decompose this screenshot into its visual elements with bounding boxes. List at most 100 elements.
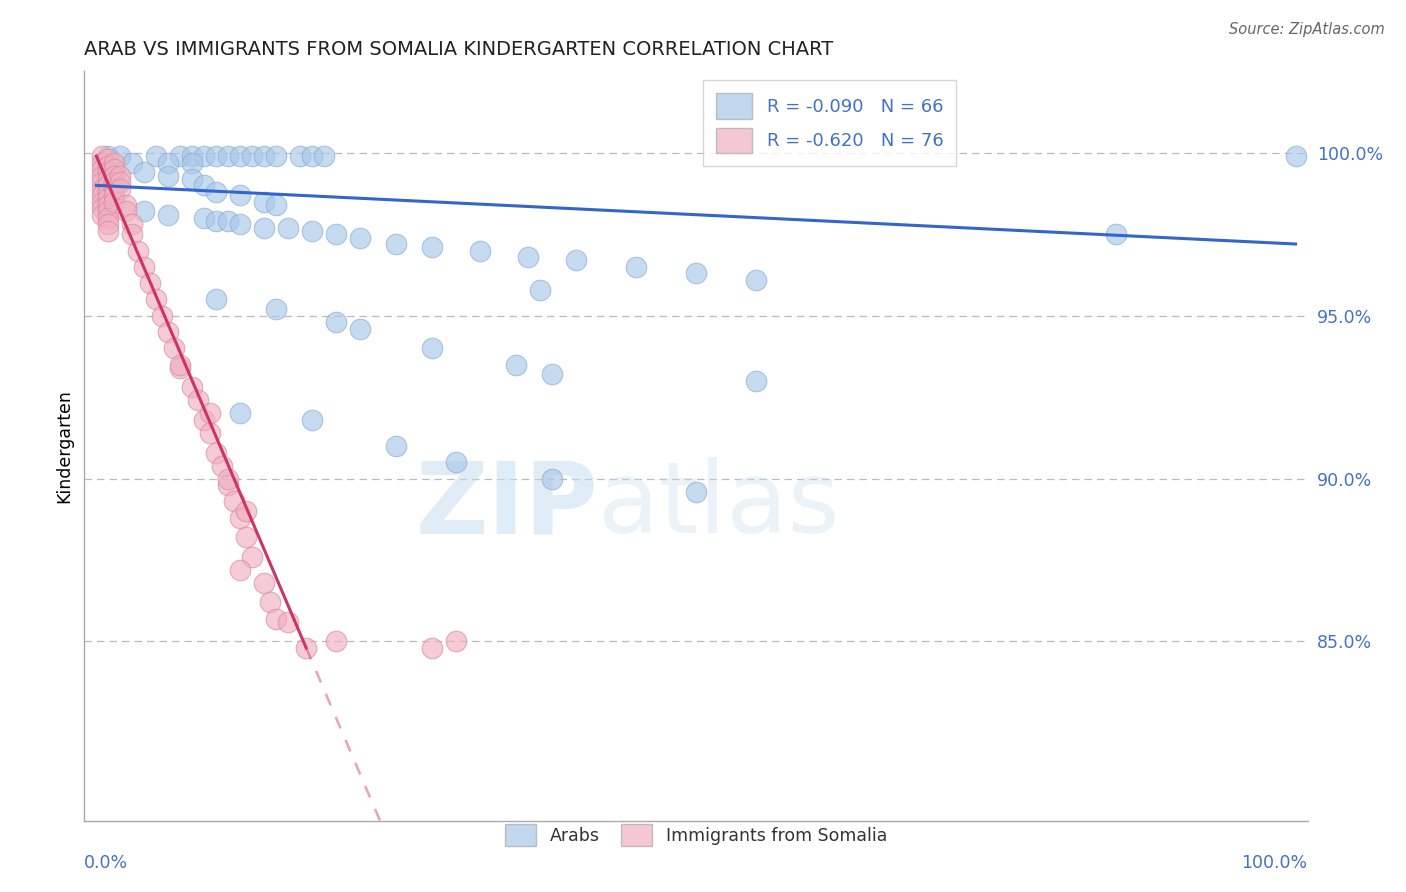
Point xyxy=(91,194,114,209)
Text: Source: ZipAtlas.com: Source: ZipAtlas.com xyxy=(1229,22,1385,37)
Point xyxy=(277,220,299,235)
Point xyxy=(121,218,143,232)
Point xyxy=(240,549,263,564)
Point xyxy=(685,484,707,499)
Point xyxy=(97,178,120,193)
Point xyxy=(529,283,551,297)
Point xyxy=(205,185,228,199)
Point xyxy=(217,214,239,228)
Point xyxy=(505,358,527,372)
Point xyxy=(97,204,120,219)
Point xyxy=(97,224,120,238)
Point xyxy=(200,406,222,420)
Text: ZIP: ZIP xyxy=(415,458,598,555)
Point xyxy=(157,208,180,222)
Point xyxy=(145,149,167,163)
Point xyxy=(139,276,162,290)
Point xyxy=(103,162,125,177)
Point xyxy=(224,494,246,508)
Point xyxy=(193,149,215,163)
Point xyxy=(91,149,114,163)
Point xyxy=(1284,149,1306,163)
Point xyxy=(468,244,491,258)
Point xyxy=(103,155,125,169)
Point xyxy=(745,374,768,388)
Point xyxy=(110,169,132,183)
Point xyxy=(253,149,276,163)
Point xyxy=(97,149,120,163)
Point xyxy=(200,425,222,440)
Point xyxy=(97,191,120,205)
Point xyxy=(229,149,252,163)
Point xyxy=(97,172,120,186)
Point xyxy=(264,612,287,626)
Point xyxy=(97,159,120,173)
Point xyxy=(235,504,257,518)
Point xyxy=(229,218,252,232)
Point xyxy=(205,293,228,307)
Point xyxy=(205,214,228,228)
Point xyxy=(205,149,228,163)
Point xyxy=(181,380,204,394)
Point xyxy=(229,188,252,202)
Point xyxy=(624,260,647,274)
Point xyxy=(157,325,180,339)
Point xyxy=(295,640,318,655)
Point xyxy=(157,169,180,183)
Point xyxy=(91,201,114,215)
Point xyxy=(277,615,299,629)
Point xyxy=(134,260,156,274)
Y-axis label: Kindergarten: Kindergarten xyxy=(55,389,73,503)
Point xyxy=(290,149,312,163)
Point xyxy=(91,162,114,177)
Point xyxy=(349,322,371,336)
Point xyxy=(121,227,143,242)
Point xyxy=(444,634,467,648)
Point xyxy=(349,230,371,244)
Point xyxy=(110,149,132,163)
Point xyxy=(217,478,239,492)
Point xyxy=(685,266,707,280)
Point xyxy=(217,472,239,486)
Point xyxy=(169,358,191,372)
Point xyxy=(97,153,120,167)
Point xyxy=(325,634,347,648)
Point xyxy=(420,240,443,254)
Point xyxy=(301,413,323,427)
Point xyxy=(301,149,323,163)
Point xyxy=(91,188,114,202)
Point xyxy=(134,165,156,179)
Text: 100.0%: 100.0% xyxy=(1241,855,1308,872)
Point xyxy=(97,211,120,225)
Point xyxy=(264,302,287,317)
Point xyxy=(301,224,323,238)
Point xyxy=(181,172,204,186)
Point xyxy=(325,315,347,329)
Point xyxy=(517,250,540,264)
Point xyxy=(229,510,252,524)
Point xyxy=(157,155,180,169)
Point xyxy=(103,188,125,202)
Point xyxy=(103,194,125,209)
Point xyxy=(193,178,215,193)
Point xyxy=(169,149,191,163)
Point xyxy=(420,640,443,655)
Point xyxy=(97,185,120,199)
Point xyxy=(253,194,276,209)
Text: ARAB VS IMMIGRANTS FROM SOMALIA KINDERGARTEN CORRELATION CHART: ARAB VS IMMIGRANTS FROM SOMALIA KINDERGA… xyxy=(84,39,834,59)
Point xyxy=(91,181,114,195)
Point xyxy=(97,218,120,232)
Point xyxy=(181,149,204,163)
Point xyxy=(253,575,276,590)
Point xyxy=(240,149,263,163)
Point xyxy=(1105,227,1128,242)
Point xyxy=(127,244,149,258)
Point xyxy=(110,181,132,195)
Point xyxy=(253,220,276,235)
Point xyxy=(314,149,336,163)
Point xyxy=(217,149,239,163)
Point xyxy=(103,181,125,195)
Point xyxy=(115,204,138,219)
Legend: Arabs, Immigrants from Somalia: Arabs, Immigrants from Somalia xyxy=(498,817,894,853)
Point xyxy=(235,530,257,544)
